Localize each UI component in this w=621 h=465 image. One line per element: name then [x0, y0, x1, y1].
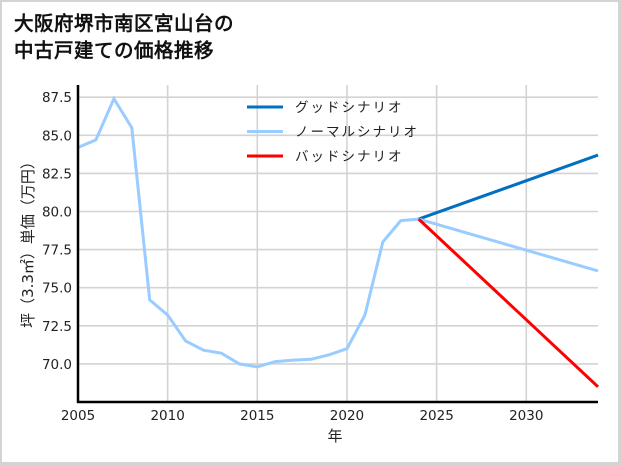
y-axis-label: 坪（3.3㎡）単価（万円） — [19, 154, 37, 328]
legend-label: グッドシナリオ — [295, 100, 404, 116]
y-tick-label: 85.0 — [42, 128, 72, 144]
series-line — [418, 217, 599, 273]
chart-title: 大阪府堺市南区宮山台の 中古戸建ての価格推移 — [14, 10, 234, 64]
gridlines — [77, 85, 598, 402]
y-tick-label: 70.0 — [42, 357, 72, 373]
series-line — [418, 153, 599, 221]
y-tick-label: 77.5 — [42, 243, 72, 259]
x-tick-label: 2025 — [419, 408, 453, 424]
legend-label: ノーマルシナリオ — [295, 125, 419, 141]
y-tick-label: 80.0 — [42, 204, 72, 220]
legend-label: バッドシナリオ — [295, 149, 404, 165]
y-tick-label: 72.5 — [42, 319, 72, 335]
y-tick-label: 87.5 — [42, 90, 72, 106]
chart-title-line-1: 大阪府堺市南区宮山台の — [14, 12, 235, 35]
data-series — [77, 95, 600, 388]
series-line — [77, 95, 419, 369]
x-axis-label: 年 — [327, 427, 342, 445]
y-tick-label: 75.0 — [42, 281, 72, 297]
axes: 70.0 72.5 75.0 77.5 80.0 82.5 85.0 87.5 2005 2010… — [42, 85, 598, 424]
y-tick-label: 82.5 — [42, 166, 72, 182]
x-tick-label: 2015 — [240, 408, 274, 424]
x-tick-label: 2010 — [150, 408, 184, 424]
x-tick-label: 2030 — [509, 408, 543, 424]
x-tick-label: 2005 — [61, 408, 95, 424]
series-line — [417, 218, 600, 388]
x-tick-label: 2020 — [330, 408, 364, 424]
chart-title-line-2: 中古戸建ての価格推移 — [14, 39, 215, 62]
